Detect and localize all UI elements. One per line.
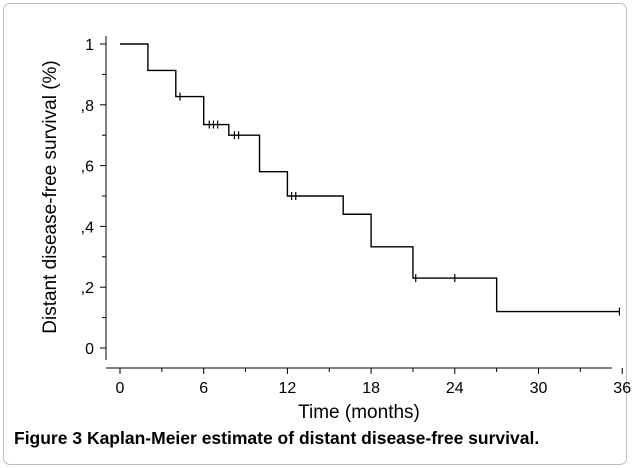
x-tick-label: 24: [446, 380, 464, 397]
caption-label: Figure 3: [14, 428, 83, 448]
y-axis-title: Distant disease-free survival (%): [40, 60, 61, 333]
y-tick-label: ,8: [81, 98, 94, 115]
y-tick-label: 0: [85, 341, 94, 358]
x-tick-label: 0: [116, 380, 125, 397]
y-tick-label: ,6: [81, 159, 94, 176]
series-group: [120, 43, 621, 316]
y-ticks: 0 ,2 ,4 ,6 ,8 1: [81, 37, 106, 358]
x-tick-label: 30: [530, 380, 548, 397]
survival-chart: 0 ,2 ,4 ,6 ,8 1 0 6 12 18 24 30 36 Time (months) Di…: [40, 36, 631, 423]
y-tick-label: ,4: [81, 219, 94, 236]
x-tick-label: 36: [613, 380, 631, 397]
y-tick-label: ,2: [81, 280, 94, 297]
caption-text: Kaplan-Meier estimate of distant disease…: [82, 428, 540, 448]
figure-caption: Figure 3 Kaplan-Meier estimate of distan…: [14, 428, 539, 449]
x-tick-label: 6: [199, 380, 208, 397]
survival-step-line: [120, 43, 620, 313]
x-tick-label: 12: [279, 380, 297, 397]
x-axis-title: Time (months): [298, 402, 420, 423]
x-ticks: 0 6 12 18 24 30 36: [116, 368, 631, 397]
y-tick-label: 1: [85, 37, 94, 54]
x-tick-label: 18: [362, 380, 380, 397]
figure-frame: [3, 3, 627, 465]
